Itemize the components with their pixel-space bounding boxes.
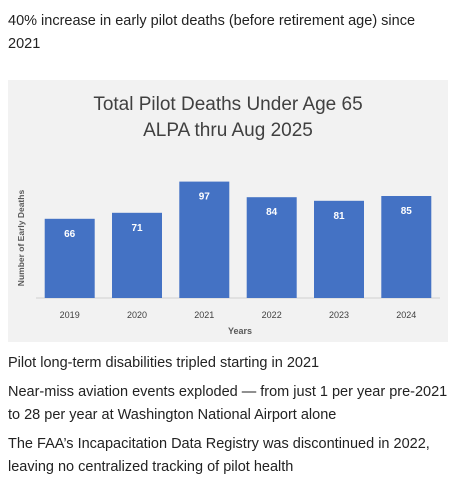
bar-value-label-2022: 84 (266, 207, 278, 218)
x-axis-label: Years (228, 326, 252, 336)
x-tick-label-2019: 2019 (60, 310, 80, 320)
bar-2024 (381, 196, 432, 298)
bar-chart: Total Pilot Deaths Under Age 65 ALPA thr… (8, 80, 448, 342)
x-tick-label-2021: 2021 (194, 310, 214, 320)
bar-2021 (179, 181, 230, 298)
note-faa-registry: The FAA’s Incapacitation Data Registry w… (8, 436, 430, 475)
bar-2020 (112, 212, 162, 298)
bar-value-label-2020: 71 (131, 223, 143, 234)
chart-svg: Total Pilot Deaths Under Age 65 ALPA thr… (16, 94, 440, 336)
bar-2023 (314, 200, 364, 298)
bar-value-label-2021: 97 (199, 192, 211, 203)
notes-list: Pilot long-term disabilities tripled sta… (8, 352, 448, 485)
x-tick-label-2024: 2024 (396, 310, 416, 320)
note-near-miss: Near-miss aviation events exploded — fro… (8, 384, 448, 423)
bars-layer: 66 2019 71 2020 97 2021 84 2022 81 2023 85 2024 (44, 181, 432, 320)
intro-text: 40% increase in early pilot deaths (befo… (8, 13, 416, 52)
chart-subtitle: ALPA thru Aug 2025 (143, 120, 313, 141)
bar-value-label-2024: 85 (401, 206, 413, 217)
bar-value-label-2019: 66 (64, 229, 76, 240)
note-disabilities: Pilot long-term disabilities tripled sta… (8, 355, 320, 371)
y-axis-label: Number of Early Deaths (16, 190, 26, 287)
x-tick-label-2022: 2022 (262, 310, 282, 320)
bar-value-label-2023: 81 (333, 211, 345, 222)
bar-2022 (246, 197, 297, 298)
x-tick-label-2020: 2020 (127, 310, 147, 320)
x-tick-label-2023: 2023 (329, 310, 349, 320)
bar-2019 (44, 218, 95, 298)
chart-title: Total Pilot Deaths Under Age 65 (93, 94, 362, 115)
